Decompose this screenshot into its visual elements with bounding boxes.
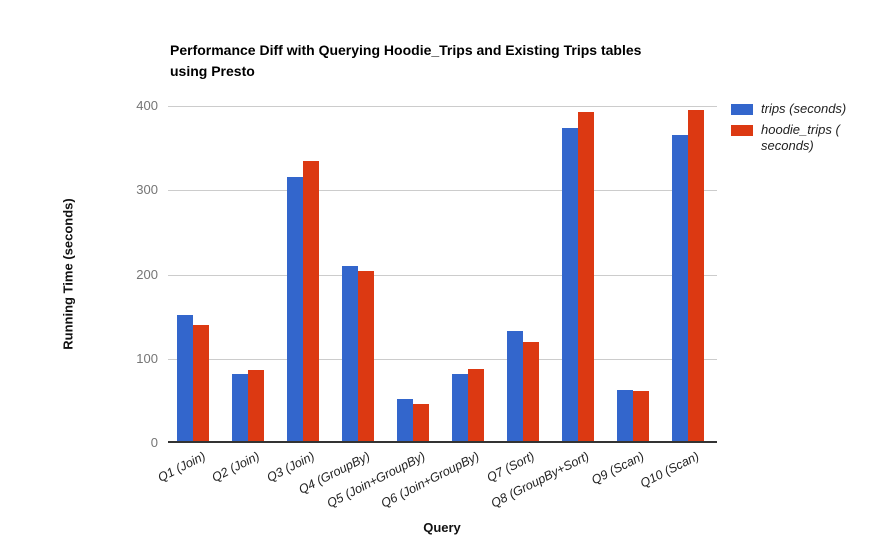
legend-label-line: trips (seconds) — [761, 101, 847, 116]
bar-q10-scan-series-0[interactable] — [671, 135, 688, 441]
chart-title: Performance Diff with Querying Hoodie_Tr… — [170, 40, 641, 82]
chart-title-line-1: Performance Diff with Querying Hoodie_Tr… — [170, 42, 642, 58]
y-tick-label-0: 0 — [150, 435, 158, 450]
legend-label: hoodie_trips (seconds) — [761, 122, 840, 154]
legend-item-0: trips (seconds) — [731, 101, 846, 117]
legend-label-line: hoodie_trips ( — [761, 122, 840, 137]
bar-q7-sort-series-1[interactable] — [522, 342, 539, 441]
legend-label: trips (seconds) — [761, 101, 846, 117]
bar-q9-scan-series-0[interactable] — [616, 390, 633, 441]
bar-q2-join-series-1[interactable] — [248, 370, 265, 441]
bar-q8-groupby-sort-series-0[interactable] — [561, 128, 578, 441]
x-axis-title: Query — [423, 520, 461, 535]
x-tick-label-q2-join: Q2 (Join) — [210, 449, 263, 485]
legend-swatch-icon — [731, 125, 753, 136]
x-tick-label-q9-scan: Q9 (Scan) — [589, 449, 647, 488]
y-axis-title: Running Time (seconds) — [60, 198, 76, 350]
legend-label-line: seconds) — [761, 138, 814, 153]
bar-q7-sort-series-0[interactable] — [506, 330, 523, 441]
bar-q3-join-series-0[interactable] — [287, 177, 304, 441]
bar-q4-groupby-series-1[interactable] — [358, 270, 375, 441]
chart-title-line-2: using Presto — [170, 63, 255, 79]
bar-q8-groupby-sort-series-1[interactable] — [577, 112, 594, 441]
bar-q4-groupby-series-0[interactable] — [342, 265, 359, 441]
plot-area — [168, 106, 717, 443]
x-tick-label-q10-scan: Q10 (Scan) — [638, 449, 702, 491]
bar-q1-join-series-0[interactable] — [177, 314, 194, 441]
x-tick-label-q8-groupby-sort: Q8 (GroupBy+Sort) — [488, 449, 592, 511]
x-tick-label-q5-join-groupby: Q5 (Join+GroupBy) — [324, 449, 427, 511]
gridline-200 — [168, 274, 717, 276]
bar-q6-join-groupby-series-0[interactable] — [451, 373, 468, 441]
bar-q10-scan-series-1[interactable] — [687, 109, 704, 441]
y-tick-label-200: 200 — [136, 266, 158, 282]
x-tick-label-q6-join-groupby: Q6 (Join+GroupBy) — [379, 449, 482, 511]
y-tick-label-400: 400 — [136, 98, 158, 113]
y-tick-label-100: 100 — [136, 350, 158, 366]
gridline-300 — [168, 190, 717, 192]
bar-q5-join-groupby-series-0[interactable] — [397, 398, 414, 441]
legend-item-1: hoodie_trips (seconds) — [731, 122, 846, 154]
legend: trips (seconds) hoodie_trips (seconds) — [731, 101, 846, 159]
y-tick-label-300: 300 — [136, 182, 158, 198]
bar-q5-join-groupby-series-1[interactable] — [413, 403, 430, 441]
bar-q3-join-series-1[interactable] — [303, 161, 320, 441]
bar-q9-scan-series-1[interactable] — [632, 391, 649, 441]
bar-q1-join-series-1[interactable] — [193, 324, 210, 441]
gridline-400 — [168, 106, 717, 107]
gridline-100 — [168, 358, 717, 360]
bar-q2-join-series-0[interactable] — [232, 373, 249, 441]
bar-q6-join-groupby-series-1[interactable] — [467, 369, 484, 441]
x-tick-label-q1-join: Q1 (Join) — [155, 449, 208, 485]
legend-swatch-icon — [731, 104, 753, 115]
